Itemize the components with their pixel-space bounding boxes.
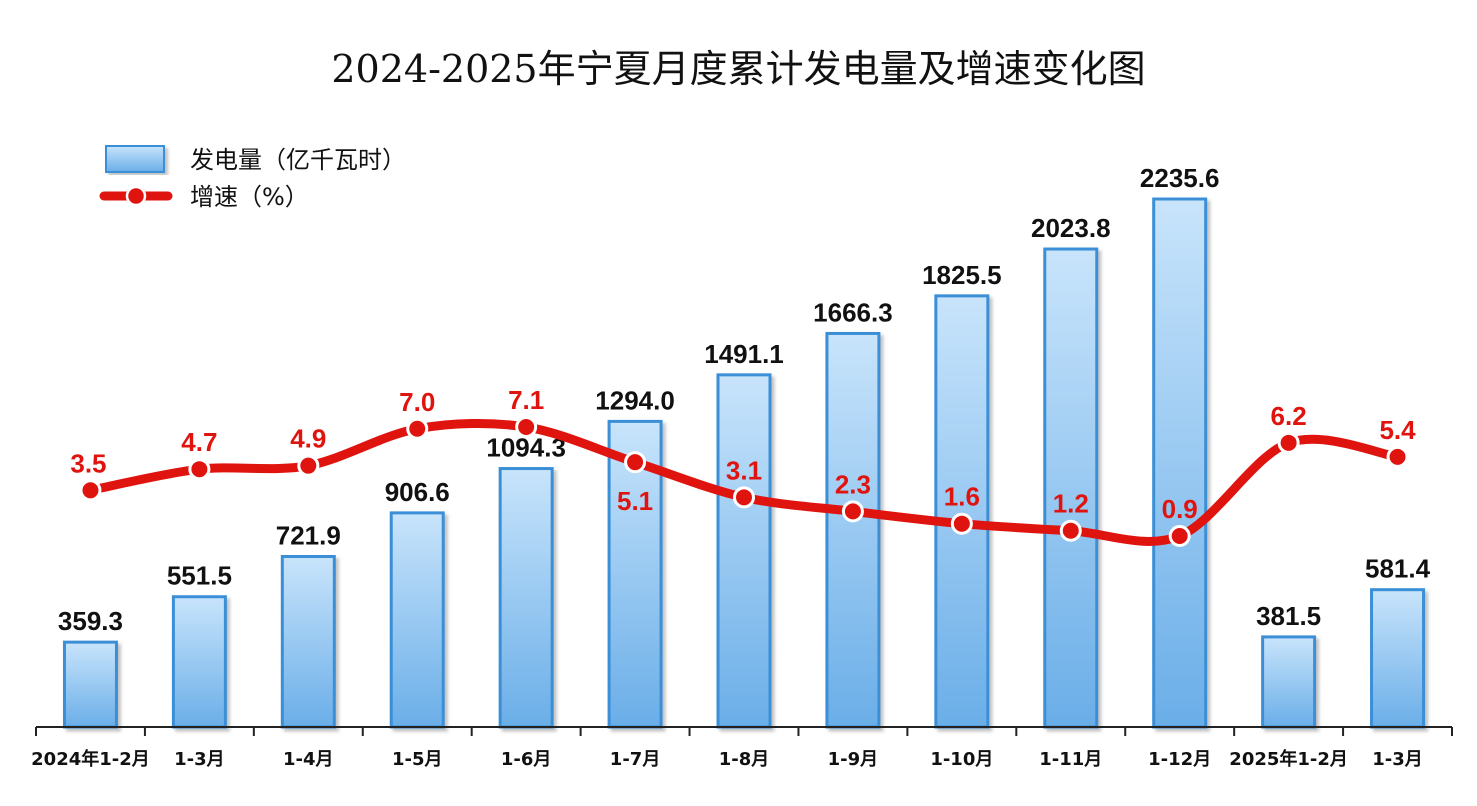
rate-value-label-4: 7.1 — [508, 385, 544, 415]
x-tick-label-12: 1-3月 — [1372, 749, 1423, 770]
bar-value-label-0: 359.3 — [58, 606, 123, 636]
rate-point-8 — [950, 512, 973, 535]
bar-12 — [1370, 588, 1426, 729]
x-tick-label-0: 2024年1-2月 — [31, 748, 150, 770]
rate-series — [79, 416, 1409, 547]
rate-point-5 — [624, 451, 647, 474]
legend-bar-swatch — [105, 145, 165, 173]
rate-value-label-7: 2.3 — [835, 469, 871, 499]
x-tick-label-11: 2025年1-2月 — [1229, 748, 1348, 770]
bar-value-label-7: 1666.3 — [813, 297, 893, 327]
legend-line-label: 增速（%） — [190, 183, 309, 211]
rate-value-label-8: 1.6 — [944, 482, 980, 512]
rate-value-label-1: 4.7 — [181, 427, 217, 457]
rate-value-label-11: 6.2 — [1271, 401, 1307, 431]
bar-11 — [1261, 635, 1317, 729]
chart-title: 2024-2025年宁夏月度累计发电量及增速变化图 — [331, 47, 1146, 91]
bar-0 — [62, 640, 118, 729]
x-tick-label-7: 1-9月 — [828, 749, 879, 770]
x-tick-label-1: 1-3月 — [174, 749, 225, 770]
legend: 发电量（亿千瓦时） 增速（%） — [99, 145, 406, 211]
x-tick-label-4: 1-6月 — [501, 749, 552, 770]
rate-value-label-6: 3.1 — [726, 455, 762, 485]
bar-10 — [1152, 197, 1208, 729]
rate-point-10 — [1168, 525, 1191, 547]
rate-point-7 — [841, 500, 864, 523]
rate-point-3 — [406, 417, 429, 440]
legend-bar-label: 发电量（亿千瓦时） — [190, 146, 406, 174]
rate-point-1 — [188, 458, 211, 481]
rate-point-6 — [733, 486, 755, 509]
bar-value-label-10: 2235.6 — [1140, 163, 1220, 193]
rate-labels: 3.5 4.7 4.9 7.0 7.1 5.1 3.1 2.3 1.6 1.2 0.9 6.2 5.4 — [70, 385, 1416, 524]
bar-1 — [171, 595, 227, 729]
x-tick-label-9: 1-11月 — [1039, 749, 1102, 770]
legend-line-marker — [125, 185, 147, 207]
x-tick-label-6: 1-8月 — [719, 749, 770, 770]
rate-point-2 — [297, 454, 320, 477]
bar-value-label-8: 1825.5 — [922, 260, 1002, 290]
bar-value-label-6: 1491.1 — [704, 339, 784, 369]
bar-value-label-12: 581.4 — [1365, 554, 1431, 584]
bar-7 — [825, 331, 881, 729]
bar-6 — [716, 373, 772, 729]
rate-value-label-10: 0.9 — [1162, 494, 1198, 524]
rate-point-9 — [1059, 519, 1082, 542]
bar-value-label-1: 551.5 — [167, 561, 232, 591]
bar-value-label-9: 2023.8 — [1031, 213, 1111, 243]
rate-point-12 — [1386, 445, 1409, 468]
x-tick-label-10: 1-12月 — [1148, 749, 1211, 770]
x-tick-label-8: 1-10月 — [930, 749, 993, 770]
x-tick-label-2: 1-4月 — [283, 749, 334, 770]
x-tick-label-3: 1-5月 — [392, 749, 443, 770]
rate-value-label-2: 4.9 — [290, 424, 326, 454]
rate-point-4 — [515, 416, 538, 438]
bar-value-label-2: 721.9 — [276, 521, 341, 551]
bar-9 — [1043, 247, 1099, 729]
bar-value-label-3: 906.6 — [385, 477, 450, 507]
rate-value-label-5: 5.1 — [617, 486, 653, 516]
rate-value-label-3: 7.0 — [399, 387, 435, 417]
rate-value-label-12: 5.4 — [1379, 415, 1416, 445]
rate-point-0 — [79, 479, 102, 502]
rate-point-11 — [1277, 431, 1300, 454]
bar-3 — [389, 511, 445, 729]
rate-value-label-9: 1.2 — [1053, 489, 1089, 519]
bar-2 — [280, 555, 336, 729]
bar-value-label-11: 381.5 — [1256, 601, 1321, 631]
rate-value-label-0: 3.5 — [70, 448, 106, 478]
x-tick-label-5: 1-7月 — [610, 749, 661, 770]
bar-4 — [498, 467, 554, 729]
bar-value-label-5: 1294.0 — [595, 385, 675, 415]
bar-8 — [934, 294, 990, 729]
x-axis: 2024年1-2月 1-3月 1-4月 1-5月 1-6月 1-7月 1-8月 1-9月 1-1… — [31, 726, 1453, 770]
